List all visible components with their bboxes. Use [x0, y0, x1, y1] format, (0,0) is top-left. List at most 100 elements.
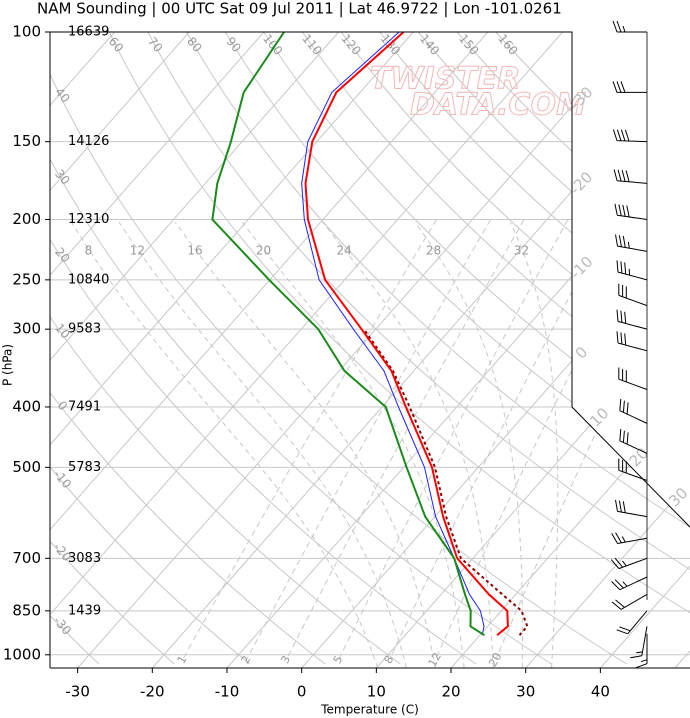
moist-adiabat — [509, 221, 559, 668]
profile-line — [211, 32, 485, 637]
moist-adiabat-label: 24 — [336, 244, 351, 258]
y-tick-label: 850 — [12, 601, 41, 619]
dry-adiabat — [147, 32, 690, 665]
dry-adiabat — [50, 32, 401, 665]
dry-adiabat — [186, 32, 690, 665]
y-tick-label: 150 — [12, 132, 41, 150]
moist-adiabat — [174, 221, 436, 668]
wind-barb — [630, 626, 648, 659]
mixing-ratio-label: 20 — [486, 650, 504, 669]
profile-line — [304, 32, 509, 636]
y-tick-label: 1000 — [3, 645, 41, 663]
dry-adiabat — [50, 32, 552, 665]
watermark-text: TWISTER — [370, 62, 520, 97]
x-tick-label: -20 — [140, 683, 165, 701]
profile-line — [363, 328, 529, 636]
profile-line — [301, 32, 485, 636]
x-tick-label: 0 — [297, 683, 307, 701]
moist-adiabat-label: 12 — [130, 244, 145, 258]
wind-barb — [619, 429, 648, 454]
height-label: 10840 — [68, 272, 109, 287]
wind-barb — [612, 81, 648, 93]
x-tick-label: -30 — [65, 683, 90, 701]
wind-barb — [612, 20, 647, 33]
isotherm — [77, 32, 638, 668]
moist-adiabat-label: 20 — [256, 244, 271, 258]
isotherm — [450, 32, 690, 668]
mixing-ratio-line — [285, 219, 525, 660]
wind-barb — [614, 203, 648, 220]
wind-barb — [616, 610, 648, 635]
dry-adiabat — [50, 32, 251, 665]
dry-adiabat — [263, 32, 690, 665]
wind-barb — [618, 283, 648, 307]
dry-adiabat — [456, 32, 690, 665]
x-tick-label: -10 — [215, 683, 240, 701]
dry-adiabat — [108, 32, 690, 665]
mixing-ratio-line — [182, 219, 437, 660]
wind-barb — [618, 458, 648, 481]
y-tick-label: 200 — [12, 210, 41, 228]
dry-adiabat — [418, 32, 690, 665]
wind-barb — [610, 557, 648, 570]
isotherm — [50, 32, 339, 668]
dry-adiabat — [379, 32, 690, 665]
moist-adiabat — [71, 221, 379, 668]
isotherm — [50, 32, 489, 668]
x-tick-label: 10 — [367, 683, 386, 701]
wind-barb — [611, 594, 648, 610]
wind-barb — [615, 499, 648, 518]
wind-barb — [615, 234, 648, 252]
height-label: 14126 — [68, 134, 109, 149]
wind-barb — [635, 633, 648, 669]
dry-adiabat — [50, 32, 477, 665]
y-tick-label: 700 — [12, 549, 41, 567]
x-axis-label: Temperature (C) — [320, 703, 419, 717]
isotherm — [50, 32, 265, 668]
wind-barb — [618, 367, 648, 390]
mixing-ratio-line — [389, 219, 611, 660]
x-tick-label: 20 — [441, 683, 460, 701]
x-tick-label: 40 — [591, 683, 610, 701]
moist-adiabat — [322, 221, 494, 668]
height-label: 1439 — [68, 603, 101, 618]
wind-barb — [611, 576, 648, 591]
dry-adiabat — [50, 32, 628, 665]
watermark: TWISTER DATA.COM — [370, 61, 587, 123]
isotherm — [50, 32, 564, 668]
y-tick-label: 250 — [12, 270, 41, 288]
isotherm — [50, 32, 190, 668]
chart-title: NAM Sounding | 00 UTC Sat 09 Jul 2011 | … — [37, 0, 562, 18]
y-tick-label: 100 — [12, 23, 41, 41]
dry-adiabat — [50, 32, 326, 665]
mixing-ratio-line — [246, 219, 492, 660]
dry-adiabat — [224, 32, 690, 665]
height-label: 12310 — [68, 212, 109, 227]
y-tick-label: 400 — [12, 397, 41, 415]
watermark-text: DATA.COM — [410, 88, 586, 123]
moist-adiabat — [242, 221, 465, 668]
wind-barb — [616, 309, 648, 330]
moist-adiabat-label: 28 — [426, 244, 441, 258]
wind-barb — [619, 398, 648, 424]
height-label: 5783 — [68, 460, 101, 475]
height-label: 9583 — [68, 322, 101, 337]
mixing-ratio-line — [338, 219, 569, 660]
wind-barb — [612, 129, 648, 143]
height-label: 7491 — [68, 399, 101, 414]
dry-adiabat — [50, 32, 175, 665]
wind-barb — [613, 169, 648, 184]
isotherm — [50, 32, 414, 668]
x-tick-label: 30 — [516, 683, 535, 701]
mixing-ratio-label: 12 — [426, 650, 444, 669]
isotherm — [525, 32, 690, 668]
moist-adiabat-label: 8 — [85, 244, 93, 258]
moist-adiabat — [118, 221, 407, 668]
wind-barb — [616, 260, 648, 281]
moist-adiabat — [414, 221, 523, 668]
y-axis-label: P (hPa) — [1, 344, 15, 386]
plot-frame — [49, 31, 690, 668]
